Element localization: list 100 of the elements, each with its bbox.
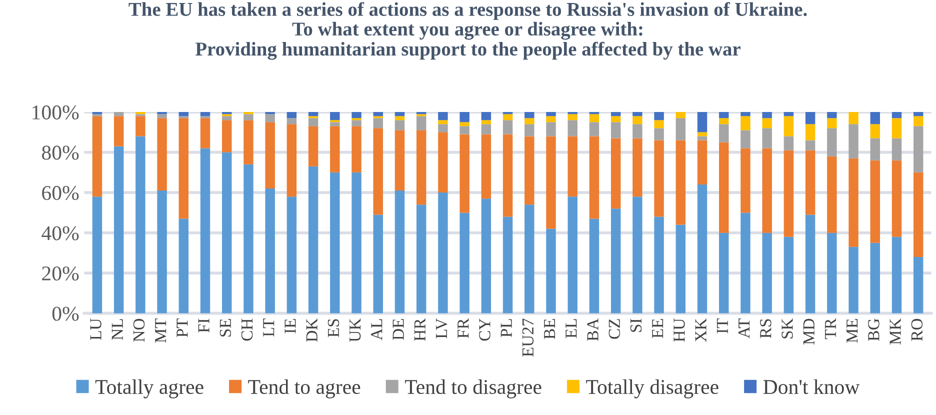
bar: [589, 136, 600, 219]
x-tick-label: FR: [458, 318, 469, 338]
legend-label: Tend to agree: [248, 379, 360, 398]
bar: [784, 150, 794, 237]
bar: [762, 128, 772, 148]
bar: [438, 120, 448, 124]
bar: [481, 124, 492, 134]
bar: [697, 184, 708, 314]
bar: [524, 124, 534, 136]
bar: [784, 236, 794, 314]
legend-label: Don't know: [763, 379, 860, 394]
y-tick-label: 40%: [42, 226, 79, 240]
bar: [394, 120, 405, 130]
bar: [481, 198, 492, 314]
bar: [719, 124, 729, 142]
bar: [654, 128, 664, 140]
bar: [157, 118, 167, 191]
bar: [178, 218, 189, 314]
bar: [330, 126, 340, 172]
bar: [913, 126, 924, 172]
x-tick-label: AL: [371, 319, 382, 340]
bar: [610, 138, 621, 209]
x-tick-label: RS: [760, 319, 772, 338]
x-tick-label: TR: [825, 318, 836, 340]
bar: [913, 112, 924, 116]
bar: [719, 142, 729, 233]
bar: [394, 116, 405, 120]
bar: [222, 120, 232, 152]
bar: [676, 112, 686, 118]
bar: [502, 114, 513, 120]
bar: [892, 160, 902, 237]
bar: [589, 114, 600, 122]
bar: [265, 122, 275, 189]
bar: [805, 124, 816, 140]
bar: [805, 112, 816, 124]
bar: [827, 128, 837, 156]
bar: [870, 160, 880, 243]
bar: [460, 134, 470, 213]
bar: [805, 150, 816, 215]
bar: [352, 126, 362, 172]
bar: [394, 190, 405, 314]
bar: [848, 246, 858, 314]
bar: [913, 172, 924, 257]
x-tick-label: XK: [695, 318, 706, 342]
bar: [568, 136, 578, 197]
bar: [546, 228, 556, 314]
bar: [610, 112, 621, 116]
bar: [460, 212, 470, 314]
x-tick-label: SI: [630, 318, 642, 332]
bar: [286, 124, 297, 197]
bar: [481, 112, 492, 120]
bar: [502, 216, 513, 314]
bar: [222, 116, 232, 120]
bar: [308, 118, 318, 126]
bar: [178, 112, 189, 116]
bar: [114, 146, 124, 314]
x-tick-label: CY: [479, 318, 490, 341]
bar: [200, 148, 210, 314]
bar: [740, 212, 750, 314]
bar: [330, 122, 340, 126]
bar: [481, 134, 492, 199]
y-tick-label: 100%: [32, 105, 79, 120]
bar: [913, 256, 924, 314]
bar: [762, 148, 772, 233]
bar: [546, 112, 556, 116]
bar: [265, 188, 275, 314]
bar: [568, 120, 578, 136]
bar: [870, 112, 880, 124]
bar: [308, 166, 318, 314]
x-tick-label: HU: [674, 318, 685, 342]
bar: [892, 138, 902, 160]
bar: [784, 116, 794, 136]
bar: [352, 172, 362, 314]
x-tick-label: MD: [803, 318, 814, 345]
bar: [632, 124, 642, 138]
bar: [438, 192, 448, 314]
x-tick-label: RO: [911, 318, 923, 341]
bar: [719, 118, 729, 124]
bar: [178, 118, 189, 219]
bar: [546, 136, 556, 229]
x-tick-label: EE: [652, 319, 664, 338]
bar: [92, 196, 102, 314]
y-tick-label: 60%: [42, 186, 79, 200]
bar: [136, 116, 146, 136]
bar: [438, 124, 448, 132]
bar: [676, 118, 686, 140]
bar: [200, 118, 210, 148]
x-tick-label: SK: [782, 318, 793, 338]
bar: [502, 134, 513, 217]
bar: [222, 152, 232, 314]
x-tick-label: ES: [328, 319, 340, 338]
x-tick-label: CH: [241, 318, 253, 341]
bar: [784, 136, 794, 150]
bar: [157, 114, 167, 118]
bar: [502, 120, 513, 134]
x-tick-label: CZ: [608, 319, 620, 339]
bar: [114, 116, 124, 146]
bar: [654, 112, 664, 120]
x-tick-label: DE: [392, 319, 404, 340]
bar: [676, 140, 686, 225]
